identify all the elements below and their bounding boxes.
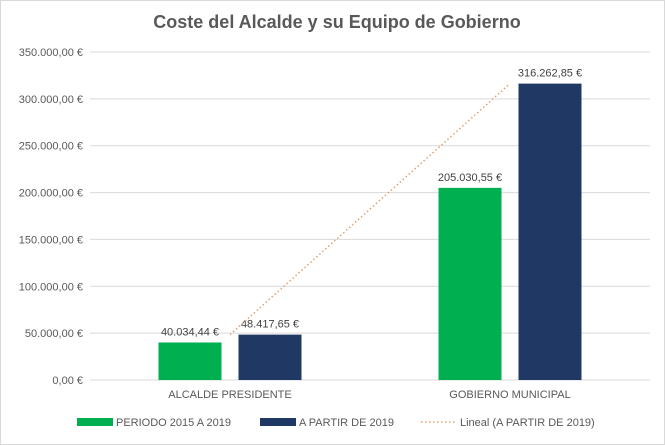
bar [238, 334, 302, 380]
y-tick-label: 50.000,00 € [25, 328, 83, 340]
bar [518, 83, 582, 381]
y-tick-label: 350.000,00 € [19, 47, 83, 59]
trendline [229, 83, 511, 336]
data-label: 40.034,44 € [161, 326, 219, 338]
y-tick-label: 150.000,00 € [19, 234, 83, 246]
legend: PERIODO 2015 A 2019 A PARTIR DE 2019 Linea… [77, 417, 595, 429]
y-tick-label: 300.000,00 € [19, 94, 83, 106]
legend-swatch [77, 418, 113, 426]
chart-title: Coste del Alcalde y su Equipo de Gobiern… [153, 12, 520, 32]
bar [438, 187, 502, 380]
bars: 40.034,44 € 48.417,65 € 205.030,55 € 316.26… [158, 68, 582, 381]
data-label: 48.417,65 € [241, 319, 299, 331]
bar [158, 342, 222, 380]
data-label: 205.030,55 € [438, 172, 502, 184]
legend-label: A PARTIR DE 2019 [299, 417, 394, 429]
y-tick-label: 200.000,00 € [19, 188, 83, 200]
legend-label: Lineal (A PARTIR DE 2019) [460, 417, 595, 429]
x-axis: ALCALDE PRESIDENTE GOBIERNO MUNICIPAL [168, 389, 570, 401]
trendline-path [229, 83, 511, 336]
legend-swatch [260, 418, 296, 426]
y-axis: 0,00 € 50.000,00 € 100.000,00 € 150.000,00 … [19, 47, 83, 387]
y-tick-label: 250.000,00 € [19, 141, 83, 153]
legend-label: PERIODO 2015 A 2019 [116, 417, 231, 429]
x-tick-label: ALCALDE PRESIDENTE [168, 389, 291, 401]
y-tick-label: 100.000,00 € [19, 281, 83, 293]
x-tick-label: GOBIERNO MUNICIPAL [449, 389, 570, 401]
y-tick-label: 0,00 € [52, 375, 83, 387]
data-label: 316.262,85 € [518, 68, 582, 80]
